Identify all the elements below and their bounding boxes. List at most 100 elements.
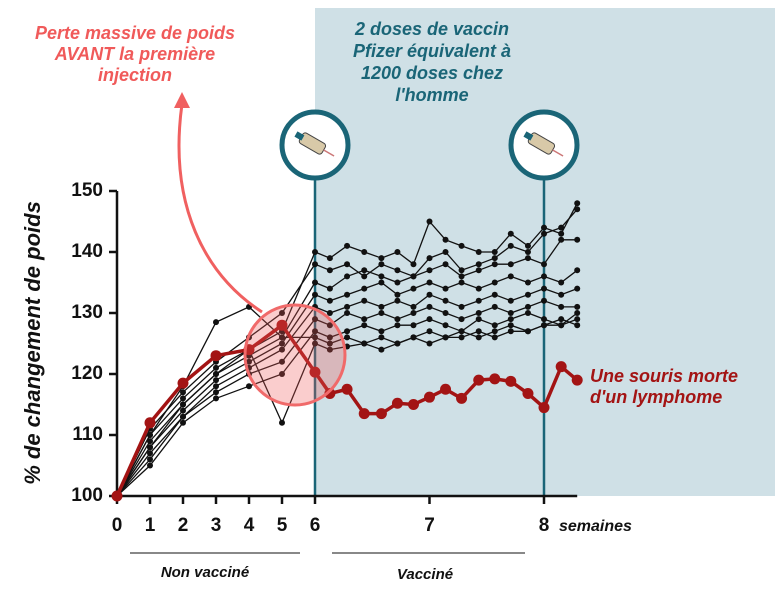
data-point (213, 364, 219, 371)
data-point (394, 316, 401, 323)
period-label: Non vacciné (161, 564, 249, 581)
data-point (426, 291, 433, 298)
data-point (442, 297, 449, 304)
data-point (491, 303, 498, 310)
data-point (426, 267, 433, 274)
data-point (326, 322, 333, 329)
y-tick-label: 110 (72, 424, 103, 445)
note-line: Pfizer équivalent à (353, 41, 511, 61)
data-point (361, 267, 368, 274)
data-point (375, 408, 387, 420)
dead-mouse-note: Une souris morte d'un lymphome (590, 366, 738, 407)
data-point (491, 291, 498, 298)
data-point (213, 383, 219, 390)
data-point (180, 395, 186, 402)
data-point (442, 249, 449, 255)
x-axis-unit: semaines (559, 518, 632, 535)
data-point (378, 279, 385, 286)
data-point (541, 273, 547, 280)
data-point (475, 316, 482, 323)
data-point (213, 377, 219, 384)
data-point (180, 407, 186, 414)
data-point (558, 291, 565, 298)
data-point (326, 340, 333, 347)
data-point (344, 310, 351, 316)
data-point (361, 297, 368, 304)
highlight-circle (243, 303, 347, 407)
data-point (541, 297, 547, 304)
data-point (361, 285, 368, 292)
data-point (279, 310, 285, 316)
data-point (326, 334, 333, 341)
data-point (574, 316, 581, 323)
data-point (426, 218, 433, 225)
data-point (410, 285, 417, 292)
data-point (326, 310, 333, 316)
data-point (491, 279, 498, 286)
data-point (213, 371, 219, 377)
data-point (458, 334, 465, 341)
data-point (279, 346, 285, 353)
data-point (574, 206, 581, 213)
data-point (507, 297, 514, 304)
data-point (361, 322, 368, 329)
data-point (344, 303, 351, 310)
data-point (341, 383, 353, 395)
data-point (410, 273, 417, 280)
syringe-needle (552, 149, 564, 157)
data-point (458, 273, 465, 280)
y-tick-label: 100 (71, 485, 103, 506)
data-point (394, 297, 401, 304)
data-point (344, 273, 351, 280)
data-point (475, 328, 482, 335)
note-line: injection (98, 65, 172, 85)
y-tick-label: 140 (71, 241, 103, 262)
data-point (279, 358, 285, 365)
arrow-head (174, 92, 190, 108)
data-point (558, 230, 565, 237)
data-point (177, 377, 189, 389)
data-point (491, 261, 498, 268)
data-point (456, 392, 468, 404)
data-point (147, 438, 153, 445)
data-point (524, 310, 531, 316)
data-point (410, 303, 417, 310)
data-point (312, 334, 318, 341)
vaccine-note: 2 doses de vaccin Pfizer équivalent à 12… (353, 19, 511, 105)
data-point (475, 249, 482, 255)
data-point (426, 328, 433, 335)
data-point (458, 242, 465, 249)
data-point (475, 285, 482, 292)
data-point (378, 346, 385, 353)
data-point (574, 322, 581, 329)
data-point (326, 297, 333, 304)
data-point (524, 255, 531, 262)
note-line: l'homme (395, 85, 468, 105)
data-point (442, 261, 449, 268)
weight-loss-note: Perte massive de poids AVANT la première… (35, 23, 235, 85)
data-point (213, 389, 219, 396)
data-point (426, 340, 433, 347)
data-point (558, 224, 565, 231)
data-point (324, 388, 336, 400)
data-point (558, 316, 565, 323)
x-tick-label: 6 (310, 515, 321, 536)
data-point (312, 261, 318, 268)
data-point (524, 249, 531, 255)
data-point (491, 249, 498, 255)
data-point (279, 419, 285, 426)
x-tick-label: 8 (539, 515, 550, 536)
note-line: Perte massive de poids (35, 23, 235, 43)
data-point (489, 373, 501, 385)
x-tick-label: 2 (178, 515, 189, 536)
data-point (378, 303, 385, 310)
data-point (326, 267, 333, 274)
x-tick-label: 1 (145, 515, 156, 536)
data-point (361, 316, 368, 323)
data-point (309, 366, 321, 378)
data-point (541, 224, 547, 231)
data-point (522, 388, 534, 400)
data-point (394, 267, 401, 274)
data-point (326, 285, 333, 292)
data-point (213, 395, 219, 402)
